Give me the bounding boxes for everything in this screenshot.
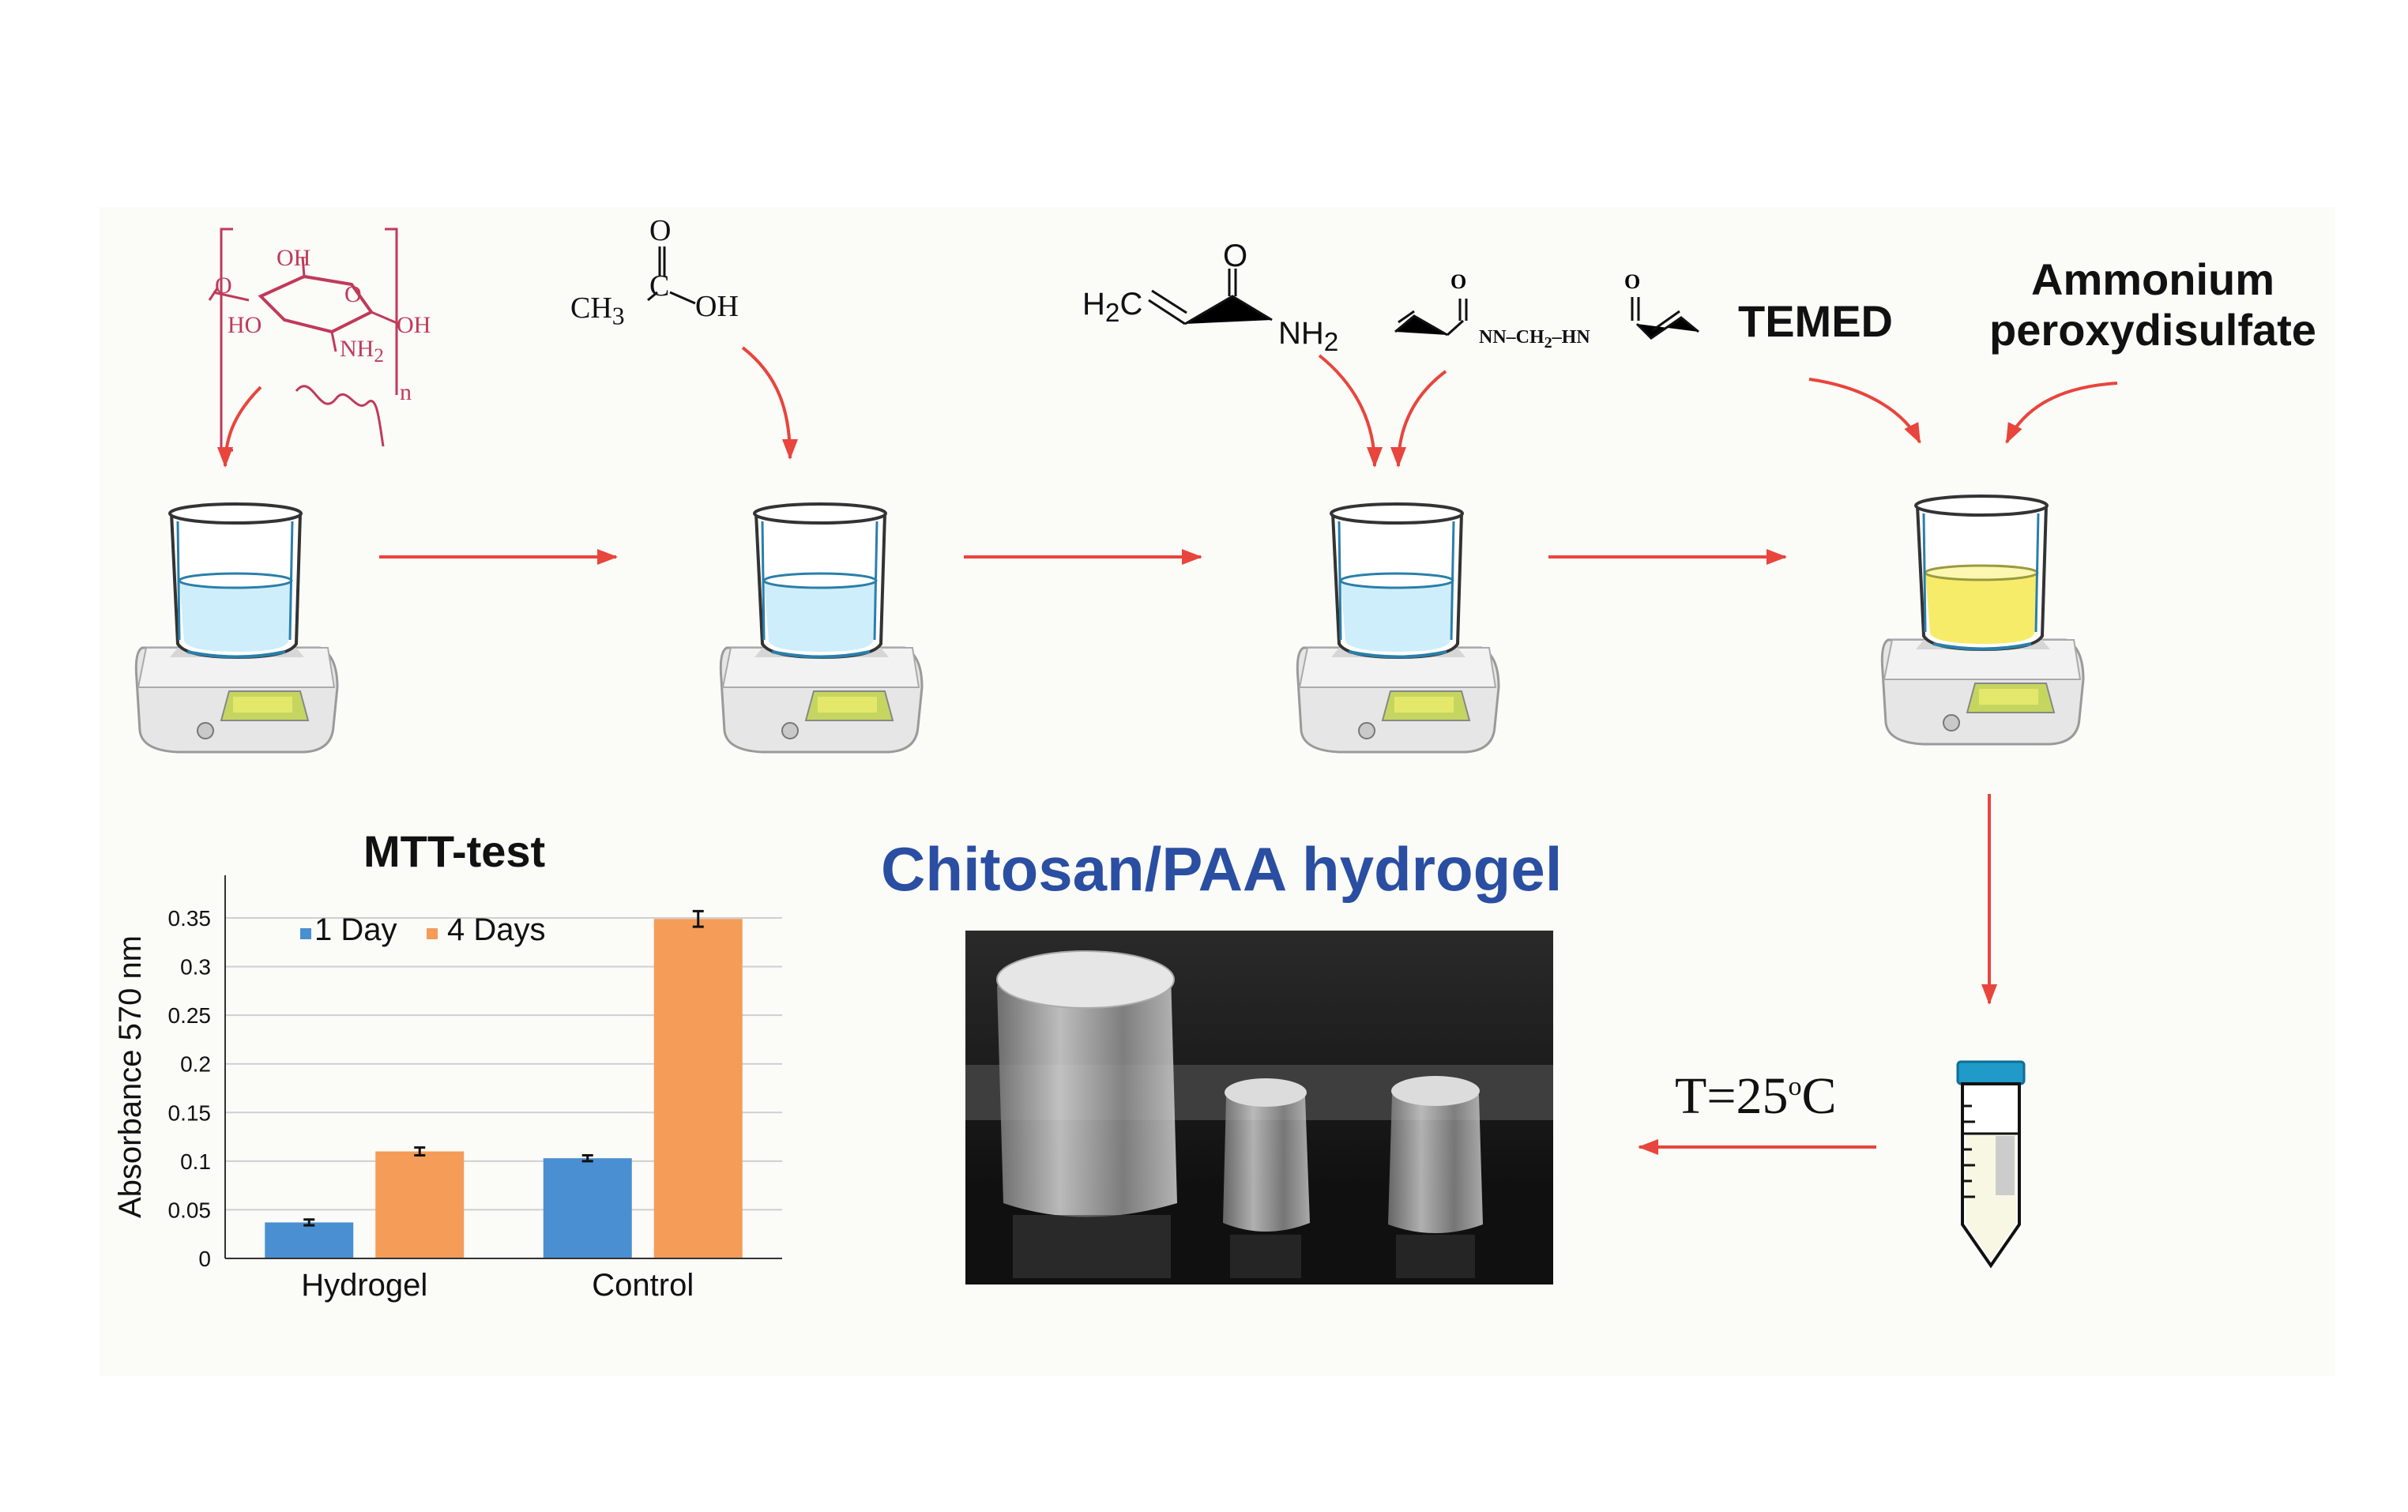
stirrer-beaker-3 <box>1296 502 1500 754</box>
hydrogel-medium <box>1223 1088 1310 1232</box>
chart-title: MTT-test <box>363 826 546 876</box>
chitosan-o-left: O <box>215 273 232 299</box>
hydrogel-photo <box>965 931 1553 1284</box>
acetic-acid-bonds <box>647 246 696 305</box>
y-tick-label: 0.3 <box>180 955 211 980</box>
y-axis-label: Absorbance 570 nm <box>113 935 148 1218</box>
chitosan-oh-right: OH <box>397 312 431 338</box>
acetic-acid-ch3: CH3 <box>570 291 625 330</box>
legend-swatch-4-days <box>427 928 438 939</box>
acetic-acid-c: C <box>649 269 670 303</box>
y-tick-label: 0.35 <box>168 906 212 931</box>
arrow-mba-to-beaker <box>1390 370 1447 468</box>
temed-label: TEMED <box>1738 296 1893 346</box>
arrow-acrylamide-to-beaker <box>1318 354 1383 468</box>
y-tick-label: 0.25 <box>168 1003 212 1028</box>
bar-hydrogel-4-days <box>375 1151 465 1258</box>
y-tick-label: 0.15 <box>168 1100 212 1125</box>
arrow-acetic-to-beaker <box>741 346 798 460</box>
chitosan-n-subscript: n <box>400 379 412 405</box>
hydrogel-small <box>1388 1085 1483 1233</box>
aps-line-2: peroxydisulfate <box>1989 305 2316 355</box>
acrylamide-nh2: NH2 <box>1278 316 1339 357</box>
hydrogel-large <box>997 965 1177 1217</box>
reaction-condition: T=25oC <box>1675 1067 1837 1125</box>
aps-label: Ammonium peroxydisulfate <box>1951 254 2354 355</box>
y-tick-label: 0.2 <box>180 1052 211 1077</box>
error-bar <box>692 909 704 928</box>
y-tick-label: 0.05 <box>168 1198 212 1222</box>
chitosan-nh2: NH2 <box>340 336 384 367</box>
y-tick-label: 0 <box>198 1247 211 1271</box>
arrow-aps-to-beaker <box>2005 382 2118 444</box>
product-title: Chitosan/PAA hydrogel <box>881 834 1563 904</box>
x-tick-hydrogel: Hydrogel <box>301 1268 427 1303</box>
bar-control-1-day <box>543 1158 632 1258</box>
error-bar <box>414 1146 426 1157</box>
aps-line-1: Ammonium <box>2031 254 2274 304</box>
error-bar <box>581 1153 593 1163</box>
acrylamide-bonds <box>1148 269 1273 325</box>
stirrer-beaker-2 <box>719 502 924 754</box>
acetic-acid-o: O <box>649 214 672 247</box>
error-bar <box>303 1218 315 1227</box>
bar-control-4-days <box>653 919 743 1258</box>
stirrer-beaker-1 <box>134 502 339 754</box>
chitosan-oh-top: OH <box>277 245 311 271</box>
arrow-temed-to-beaker <box>1808 378 1921 444</box>
mba-o-right: O <box>1624 270 1641 293</box>
chitosan-ho-left: HO <box>228 312 262 338</box>
mba-o-left: O <box>1450 270 1467 293</box>
y-tick-label: 0.1 <box>180 1149 211 1174</box>
mtt-bar-chart: 0 0.05 0.1 0.15 0.2 0.25 0.3 0.35 Absorbance 57… <box>113 875 782 1303</box>
legend-label-4-days: 4 Days <box>447 912 546 947</box>
mba-bonds <box>1394 297 1699 340</box>
x-tick-control: Control <box>592 1268 694 1303</box>
bar-hydrogel-1-day <box>265 1222 354 1258</box>
legend-label-1-day: 1 Day <box>314 912 397 947</box>
acrylamide-o: O <box>1223 239 1248 273</box>
stirrer-beaker-4-yellow <box>1880 495 2085 746</box>
falcon-tube <box>1956 1060 2026 1269</box>
arrow-chitosan-to-beaker <box>217 386 262 468</box>
chitosan-o-ring: O <box>344 281 362 307</box>
acrylamide-h2c: H2C <box>1082 287 1143 328</box>
mba-linker: NN–CH2–HN <box>1479 327 1590 352</box>
legend-swatch-1-day <box>300 928 311 939</box>
acetic-acid-oh: OH <box>695 290 739 323</box>
